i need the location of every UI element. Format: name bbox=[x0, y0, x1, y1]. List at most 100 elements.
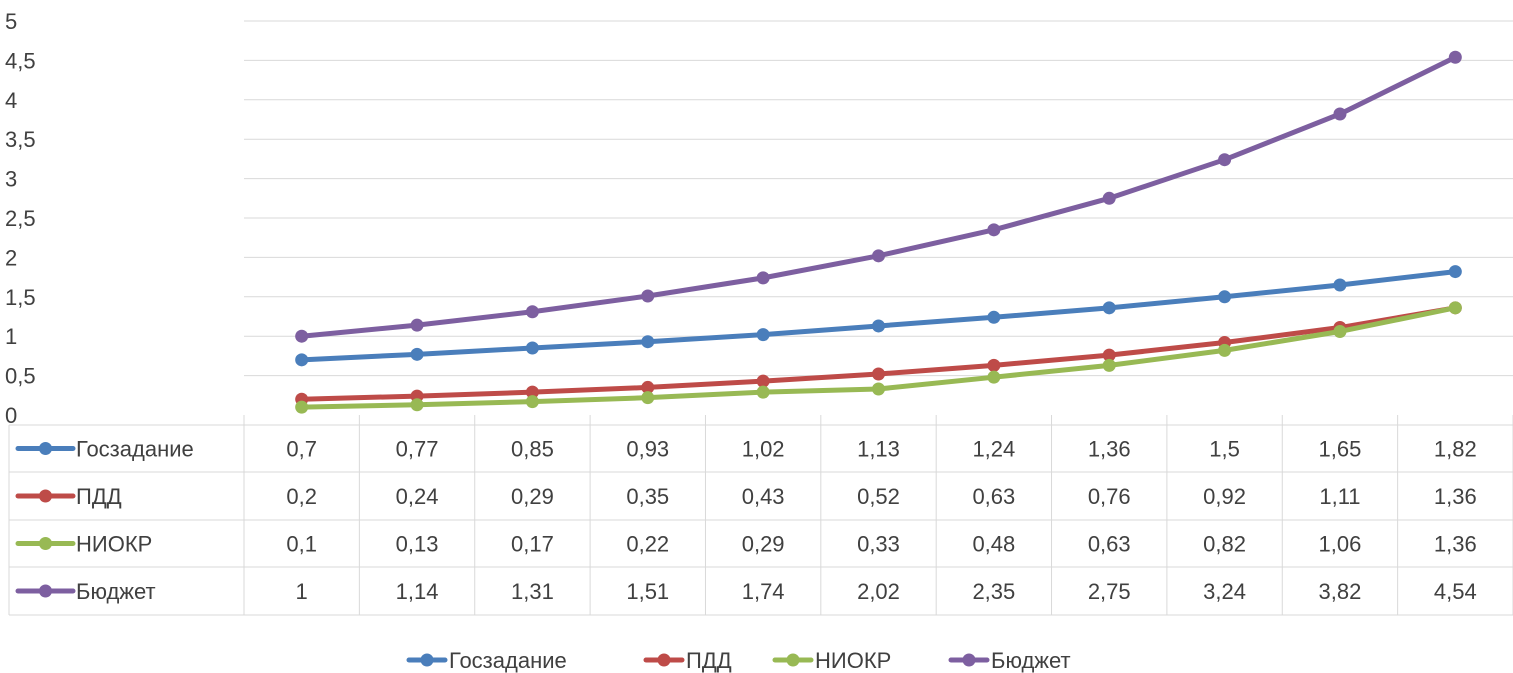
data-point bbox=[1448, 301, 1462, 315]
plot-series bbox=[295, 50, 1462, 414]
data-point bbox=[987, 358, 1001, 372]
table-cell: 0,43 bbox=[742, 484, 785, 509]
table-legend-key-marker bbox=[39, 537, 52, 550]
data-point bbox=[295, 400, 309, 414]
table-cell: 1,74 bbox=[742, 579, 785, 604]
table-cell: 0,24 bbox=[396, 484, 439, 509]
legend-label: ПДД bbox=[686, 648, 732, 673]
data-point bbox=[1102, 358, 1116, 372]
table-cell: 0,92 bbox=[1203, 484, 1246, 509]
table-cell: 1,14 bbox=[396, 579, 439, 604]
y-tick-label: 5 bbox=[5, 9, 17, 34]
table-cell: 3,82 bbox=[1319, 579, 1362, 604]
table-cell: 0,35 bbox=[626, 484, 669, 509]
table-cell: 1,11 bbox=[1319, 484, 1360, 509]
data-point bbox=[525, 341, 539, 355]
table-cell: 2,02 bbox=[857, 579, 900, 604]
data-point bbox=[410, 318, 424, 332]
data-point bbox=[756, 271, 770, 285]
table-row-header: Госзадание bbox=[76, 437, 194, 462]
table-legend-key-marker bbox=[39, 489, 52, 503]
table-cell: 1,13 bbox=[857, 437, 900, 462]
table-cell: 0,1 bbox=[286, 532, 317, 557]
data-point bbox=[641, 335, 655, 349]
table-cell: 1,31 bbox=[511, 579, 554, 604]
y-tick-label: 1,5 bbox=[5, 285, 36, 310]
table-cell: 1,24 bbox=[972, 437, 1015, 462]
table-row-header: ПДД bbox=[76, 484, 122, 509]
table-cell: 0,7 bbox=[286, 437, 317, 462]
data-point bbox=[756, 328, 770, 342]
y-tick-label: 2 bbox=[5, 245, 17, 270]
y-tick-label: 0,5 bbox=[5, 364, 36, 389]
data-point bbox=[1218, 153, 1232, 167]
table-cell: 0,13 bbox=[396, 532, 439, 557]
data-point bbox=[1448, 50, 1462, 64]
table-row-header: НИОКР bbox=[76, 532, 152, 557]
legend-label: НИОКР bbox=[815, 648, 891, 673]
table-cell: 0,29 bbox=[511, 484, 554, 509]
table-cell: 1,02 bbox=[742, 437, 785, 462]
data-point bbox=[525, 305, 539, 319]
legend-key-marker bbox=[962, 653, 976, 667]
data-point bbox=[1333, 278, 1347, 292]
data-point bbox=[987, 370, 1001, 384]
table-cell: 0,33 bbox=[857, 532, 900, 557]
table-cell: 1,65 bbox=[1319, 437, 1362, 462]
data-point bbox=[756, 385, 770, 399]
gridlines bbox=[244, 20, 1513, 377]
legend-label: Бюджет bbox=[991, 648, 1071, 673]
table-cell: 2,35 bbox=[972, 579, 1015, 604]
y-tick-label: 4,5 bbox=[5, 48, 36, 73]
data-point bbox=[641, 380, 655, 394]
data-point bbox=[1102, 191, 1116, 205]
table-cell: 0,22 bbox=[626, 532, 669, 557]
legend-label: Госзадание bbox=[449, 648, 567, 673]
table-cell: 0,76 bbox=[1088, 484, 1131, 509]
data-point bbox=[987, 310, 1001, 324]
table-cell: 0,2 bbox=[286, 484, 317, 509]
table-legend-key-marker bbox=[39, 442, 52, 455]
y-tick-label: 1 bbox=[5, 324, 17, 349]
data-point bbox=[1218, 290, 1232, 304]
table-cell: 0,63 bbox=[972, 484, 1015, 509]
data-point bbox=[525, 395, 539, 409]
legend: Госзадание ПДД НИОКР Бюджет bbox=[406, 648, 1071, 673]
table-cell: 1,36 bbox=[1088, 437, 1131, 462]
table-cell: 1,5 bbox=[1209, 437, 1240, 462]
data-point bbox=[1333, 324, 1347, 338]
data-point bbox=[1102, 301, 1116, 315]
table-cell: 3,24 bbox=[1203, 579, 1246, 604]
table-cell: 0,85 bbox=[511, 437, 554, 462]
table-cell: 1 bbox=[296, 579, 308, 604]
table-cell: 1,36 bbox=[1434, 484, 1477, 509]
data-point bbox=[295, 353, 309, 367]
y-tick-label: 0 bbox=[5, 403, 17, 428]
legend-key-marker bbox=[657, 653, 671, 667]
data-point bbox=[872, 249, 885, 263]
table-cell: 1,51 bbox=[626, 579, 669, 604]
data-point bbox=[641, 289, 655, 303]
table-cell: 0,82 bbox=[1203, 532, 1246, 557]
table-cell: 1,36 bbox=[1434, 532, 1477, 557]
table-cell: 0,77 bbox=[396, 437, 439, 462]
y-tick-label: 3,5 bbox=[5, 127, 36, 152]
data-point bbox=[1218, 343, 1232, 357]
data-table: Госзадание 0,7 0,77 0,85 0,93 1,02 1,13 1,24 1,3… bbox=[8, 415, 1513, 616]
data-point bbox=[872, 319, 885, 333]
data-point bbox=[410, 347, 424, 361]
y-tick-label: 4 bbox=[5, 88, 17, 113]
data-point bbox=[872, 367, 885, 381]
data-point bbox=[987, 223, 1001, 237]
legend-key-marker bbox=[786, 653, 800, 667]
y-axis-tick-labels: 0 0,5 1 1,5 2 2,5 3 3,5 4 4,5 5 bbox=[5, 9, 36, 428]
table-cell: 0,52 bbox=[857, 484, 900, 509]
table-cell: 0,29 bbox=[742, 532, 785, 557]
data-point bbox=[1448, 265, 1462, 279]
data-point bbox=[410, 398, 424, 412]
table-cell: 0,17 bbox=[511, 532, 554, 557]
y-tick-label: 2,5 bbox=[5, 206, 36, 231]
data-point bbox=[872, 382, 885, 396]
series-line bbox=[299, 269, 1458, 363]
